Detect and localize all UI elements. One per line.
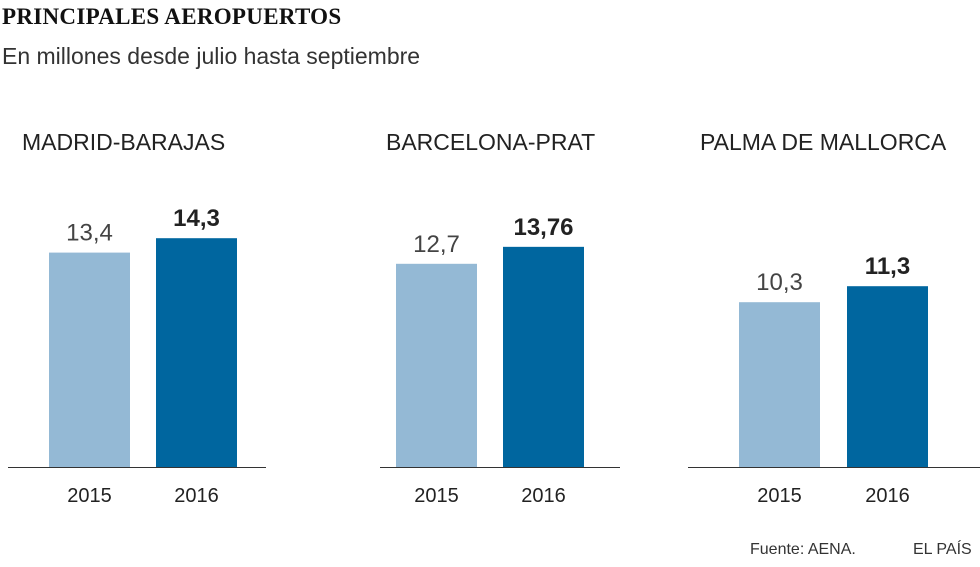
value-label: 13,76: [513, 214, 573, 241]
bar-2016: [847, 286, 928, 467]
chart-subtitle: En millones desde julio hasta septiembre: [2, 43, 421, 69]
panel-title: MADRID-BARAJAS: [22, 129, 225, 155]
value-label: 14,3: [173, 205, 220, 232]
bar-2016: [156, 238, 237, 467]
x-tick-label: 2015: [67, 485, 112, 507]
bar-2015: [739, 302, 820, 467]
chart-title: PRINCIPALES AEROPUERTOS: [2, 4, 342, 29]
panel-title: BARCELONA-PRAT: [386, 129, 595, 155]
x-tick-label: 2015: [414, 485, 459, 507]
source-note: Fuente: AENA.: [750, 541, 856, 558]
bar-2015: [49, 252, 130, 467]
bar-2016: [503, 246, 584, 467]
value-label: 11,3: [865, 253, 910, 280]
value-label: 12,7: [413, 231, 460, 258]
x-tick-label: 2016: [174, 485, 219, 507]
bar-2015: [396, 263, 477, 467]
x-tick-label: 2016: [865, 485, 910, 507]
x-tick-label: 2016: [521, 485, 566, 507]
x-tick-label: 2015: [757, 485, 802, 507]
publisher-brand: EL PAÍS: [913, 541, 972, 558]
value-label: 13,4: [66, 220, 113, 247]
panel-title: PALMA DE MALLORCA: [700, 129, 947, 155]
value-label: 10,3: [756, 269, 803, 296]
